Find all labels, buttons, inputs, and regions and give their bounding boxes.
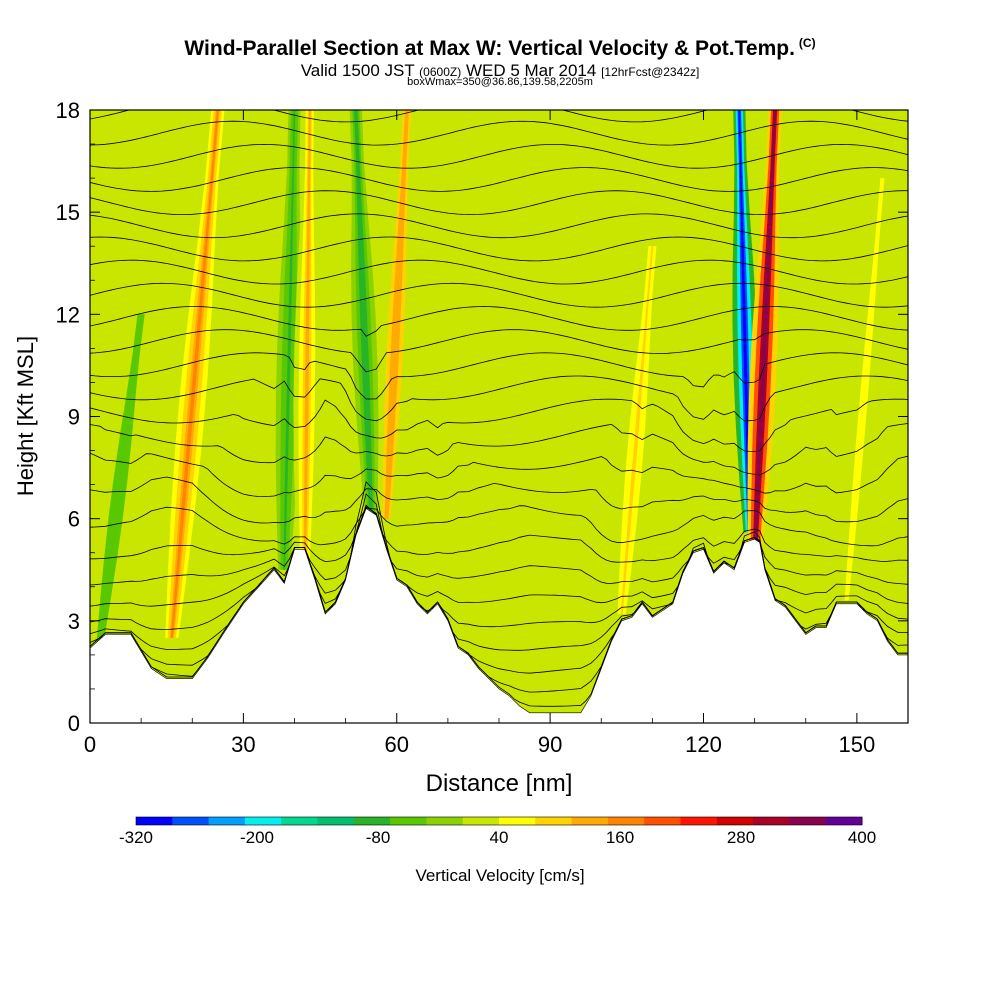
colorbar-swatch xyxy=(317,817,355,825)
isentrope-line xyxy=(90,423,908,476)
isentrope-line xyxy=(90,167,908,192)
downdraft-band xyxy=(355,110,372,519)
colorbar-tick-label: 400 xyxy=(848,828,876,847)
colorbar-swatch xyxy=(716,817,754,825)
y-tick-label: 3 xyxy=(68,609,80,634)
isentrope-line xyxy=(90,506,908,586)
vertical-velocity-field xyxy=(96,110,887,642)
downdraft-band xyxy=(99,314,142,642)
x-tick-label: 60 xyxy=(385,732,409,757)
isentrope-line xyxy=(90,213,908,239)
colorbar-tick-label: -200 xyxy=(240,828,274,847)
updraft-band xyxy=(385,110,408,519)
x-axis-label: Distance [nm] xyxy=(426,770,573,797)
downdraft-band xyxy=(738,110,751,533)
updraft-band xyxy=(303,110,311,587)
colorbar-swatch xyxy=(535,817,573,825)
colorbar-swatch xyxy=(499,817,536,825)
y-axis-label: Height [Kft MSL] xyxy=(13,336,38,496)
colorbar-tick-label: 280 xyxy=(727,828,755,847)
isentrope-line xyxy=(90,282,908,308)
isentrope-line xyxy=(90,120,908,146)
colorbar-swatch xyxy=(825,817,863,825)
colorbar-swatch xyxy=(244,817,282,825)
isentrope-line xyxy=(90,236,908,262)
potential-temperature-contours xyxy=(90,110,908,707)
colorbar-swatch xyxy=(208,817,246,825)
isentrope-line xyxy=(90,506,908,563)
isentrope-line xyxy=(90,259,908,285)
isentrope-line xyxy=(90,452,908,498)
chart-title: Wind-Parallel Section at Max W: Vertical… xyxy=(0,36,1000,61)
colorbar-swatch xyxy=(281,817,318,825)
y-tick-label: 6 xyxy=(68,507,80,532)
y-tick-label: 15 xyxy=(56,200,80,225)
x-tick-label: 30 xyxy=(231,732,255,757)
updraft-band xyxy=(753,110,776,560)
colorbar-tick-label: 160 xyxy=(606,828,634,847)
colorbar-swatch xyxy=(390,817,427,825)
valid-date: WED 5 Mar 2014 xyxy=(465,61,597,80)
isentrope-line xyxy=(90,352,908,400)
colorbar: -320 -200 -80 40 160 280 400 xyxy=(119,816,876,847)
isentrope-line xyxy=(90,306,908,337)
valid-time-line: Valid 1500 JST (0600Z) WED 5 Mar 2014 [1… xyxy=(0,61,1000,81)
y-tick-label: 12 xyxy=(56,302,80,327)
isentrope-line xyxy=(90,505,908,547)
x-tick-label: 150 xyxy=(839,732,876,757)
colorbar-swatch xyxy=(426,817,464,825)
colorbar-swatch xyxy=(789,817,827,825)
y-tick-label: 18 xyxy=(56,98,80,123)
copyright-mark: (C) xyxy=(798,36,816,50)
axes: 0 30 60 90 120 150 0 3 6 9 12 15 18 xyxy=(56,98,908,757)
isentrope-line xyxy=(90,143,908,169)
colorbar-swatch xyxy=(353,817,391,825)
x-tick-label: 90 xyxy=(538,732,562,757)
colorbar-swatch xyxy=(753,817,790,825)
colorbar-frame xyxy=(135,816,863,826)
valid-utc: (0600Z) xyxy=(419,65,462,79)
y-tick-label: 0 xyxy=(68,711,80,736)
colorbar-swatch xyxy=(680,817,718,825)
isentrope-line xyxy=(90,190,908,216)
x-tick-label: 120 xyxy=(685,732,722,757)
box-info-line: boxWmax=350@36.86,139.58,2205m xyxy=(407,76,593,88)
isentrope-line xyxy=(90,398,908,453)
colorbar-swatch xyxy=(644,817,681,825)
forecast-info: [12hrFcst@2342z] xyxy=(601,65,700,79)
colorbar-tick-label: -320 xyxy=(119,828,153,847)
colorbar-swatch xyxy=(571,817,609,825)
isentrope-line xyxy=(90,329,908,373)
isentrope-line xyxy=(90,506,908,607)
updraft-band xyxy=(845,178,884,601)
x-tick-label: 0 xyxy=(84,732,96,757)
isentrope-line xyxy=(90,476,908,524)
isentrope-line xyxy=(90,375,908,422)
valid-prefix: Valid 1500 JST xyxy=(300,61,415,80)
colorbar-swatch xyxy=(136,817,173,825)
colorbar-swatch xyxy=(172,817,210,825)
colorbar-swatch xyxy=(607,817,645,825)
colorbar-label: Vertical Velocity [cm/s] xyxy=(415,866,584,885)
colorbar-swatch xyxy=(462,817,500,825)
updraft-band xyxy=(170,110,219,638)
terrain xyxy=(89,508,909,724)
colorbar-tick-label: -80 xyxy=(366,828,391,847)
updraft-band xyxy=(620,246,654,614)
colorbar-tick-label: 40 xyxy=(490,828,509,847)
chart-title-text: Wind-Parallel Section at Max W: Vertical… xyxy=(184,37,795,60)
y-tick-label: 9 xyxy=(68,405,80,430)
isentrope-line xyxy=(90,506,908,630)
